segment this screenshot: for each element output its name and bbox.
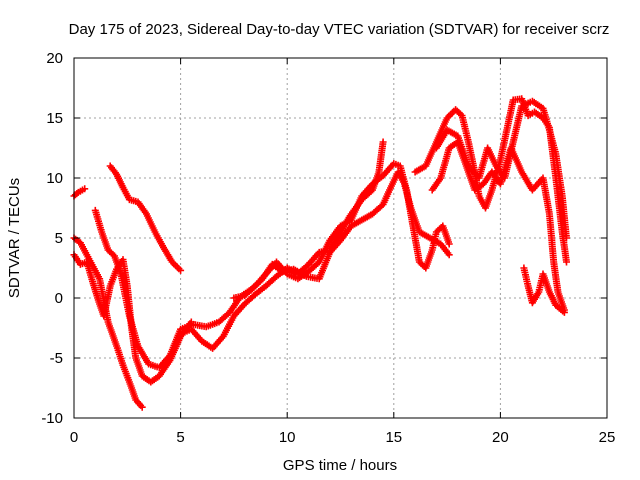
- series-arc-9: [432, 97, 570, 242]
- data-point: [560, 308, 568, 316]
- y-tick-label: -10: [41, 410, 63, 427]
- x-axis-label: GPS time / hours: [283, 457, 397, 474]
- chart-title: Day 175 of 2023, Sidereal Day-to-day VTE…: [69, 21, 610, 38]
- y-tick-label: 10: [46, 170, 63, 187]
- data-point: [138, 403, 146, 411]
- series-arc-4: [70, 234, 146, 411]
- data-point: [379, 138, 387, 146]
- data-point: [563, 234, 570, 242]
- y-tick-label: 0: [55, 290, 63, 307]
- y-axis-label: SDTVAR / TECUs: [6, 178, 23, 298]
- x-tick-label: 25: [599, 429, 616, 446]
- x-axis-ticks: 0 5 10 15 20 25: [70, 58, 616, 446]
- y-tick-label: 20: [46, 50, 63, 67]
- series-arc-6: [177, 138, 387, 352]
- series-arc-10: [428, 138, 568, 314]
- series-arc-1: [70, 185, 89, 200]
- data-point: [445, 240, 453, 248]
- y-axis-ticks: -10 -5 0 5 10 15 20: [41, 50, 607, 427]
- data-point: [177, 266, 185, 274]
- x-tick-label: 15: [385, 429, 402, 446]
- x-tick-label: 10: [279, 429, 296, 446]
- y-tick-label: -5: [50, 350, 63, 367]
- y-tick-label: 5: [55, 230, 63, 247]
- x-tick-label: 20: [492, 429, 509, 446]
- data-point: [445, 251, 453, 259]
- data-point: [563, 258, 570, 266]
- series-arc-2: [106, 162, 185, 274]
- x-tick-label: 0: [70, 429, 78, 446]
- series-arc-11: [520, 264, 568, 316]
- series-arc-7: [230, 160, 453, 302]
- data-layer: [70, 95, 570, 411]
- x-tick-label: 5: [176, 429, 184, 446]
- data-point: [81, 185, 89, 193]
- y-tick-label: 15: [46, 110, 63, 127]
